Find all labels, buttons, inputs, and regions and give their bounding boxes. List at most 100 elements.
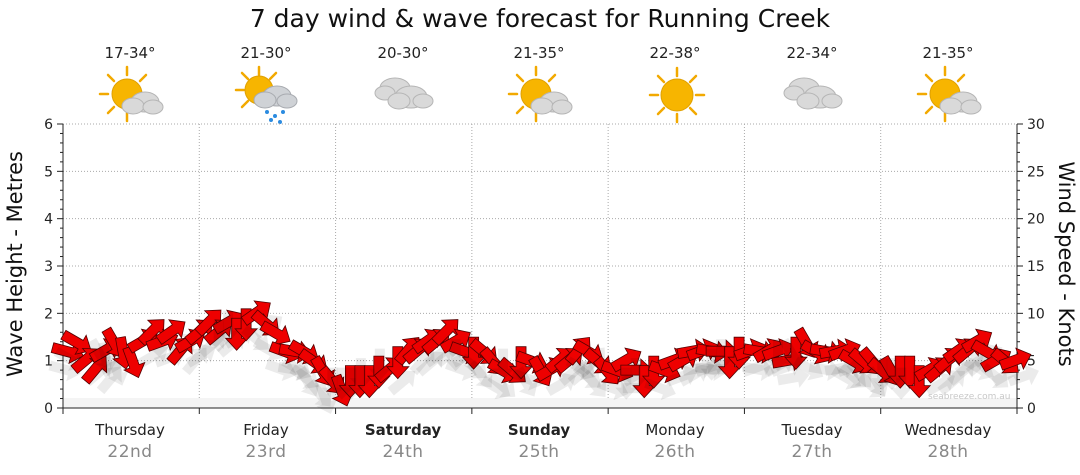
watermark: seabreeze.com.au — [928, 392, 1011, 402]
wind-arrow-shape — [224, 317, 249, 351]
wind-arrow-shape — [122, 345, 146, 379]
wind-arrow-shadow — [581, 369, 607, 398]
wind-arrow-shadow — [185, 343, 216, 368]
wind-arrow-shadow — [700, 348, 723, 381]
wind-arrow-shadow — [830, 365, 862, 390]
wind-arrow-shadow — [277, 359, 311, 382]
wind-arrow — [766, 336, 808, 372]
wind-arrow-shadow — [567, 360, 596, 386]
y-tick-label-left: 4 — [44, 212, 53, 228]
y-tick-label-right: 0 — [1027, 401, 1036, 417]
wind-arrow-shadow — [296, 366, 320, 397]
baseline-band — [63, 398, 1017, 408]
wind-arrow-shape — [610, 347, 642, 373]
wind-arrow-shadow — [87, 337, 112, 369]
wind-arrow — [207, 317, 249, 353]
day-label-monday: Monday — [645, 421, 705, 439]
day-temp-thursday: 17-34° — [104, 44, 156, 62]
y-axis-label-left: Wave Height - Metres — [3, 151, 27, 377]
wind-arrow-shadow — [197, 332, 226, 358]
day-date-wednesday: 28th — [927, 442, 969, 462]
partly-cloudy-icon — [507, 65, 573, 123]
wind-arrow-shadow — [644, 378, 676, 401]
day-date-sunday: 25th — [518, 442, 560, 462]
wind-arrow-shadow — [624, 358, 647, 391]
wind-arrow — [700, 346, 742, 381]
wind-arrow-shadow — [459, 353, 487, 379]
day-label-friday: Friday — [243, 421, 289, 439]
wind-arrow-shadow — [838, 362, 867, 389]
wind-arrow-shadow — [980, 362, 1009, 389]
wind-arrow-shadow — [182, 347, 208, 376]
wind-arrow-shadow — [545, 372, 576, 397]
wind-arrow-shadow — [241, 325, 269, 351]
wind-arrow-shape — [717, 346, 742, 380]
y-tick-label-right: 15 — [1027, 259, 1045, 275]
wind-arrow-shape — [259, 320, 291, 346]
wind-arrow-shadow — [766, 339, 789, 372]
wind-arrow — [368, 346, 410, 381]
day-label-wednesday: Wednesday — [904, 421, 992, 439]
wind-arrow-shape — [998, 347, 1032, 371]
y-tick-label-left: 2 — [44, 306, 53, 322]
wind-arrow-shadow — [1007, 364, 1039, 387]
wind-arrow-shadow — [937, 370, 966, 396]
partly-cloudy-icon — [98, 65, 164, 123]
wind-arrow-shadow — [340, 367, 363, 400]
day-label-tuesday: Tuesday — [781, 421, 843, 439]
wind-arrow-shadow — [252, 337, 283, 362]
wind-arrow-shadow — [946, 360, 975, 386]
wind-arrow-shadow — [572, 362, 601, 389]
wind-arrow-shadow — [808, 359, 841, 382]
day-date-tuesday: 27th — [791, 442, 833, 462]
showers-icon — [234, 65, 298, 124]
wind-arrow-shadow — [665, 364, 698, 387]
day-date-monday: 26th — [654, 442, 696, 462]
wind-arrow-shadow — [890, 367, 913, 400]
y-tick-label-left: 1 — [44, 354, 53, 370]
y-tick-label-right: 30 — [1027, 117, 1045, 133]
day-temp-wednesday: 21-35° — [922, 44, 974, 62]
y-tick-label-left: 0 — [44, 401, 53, 417]
wind-arrow — [340, 365, 382, 400]
wind-arrow-shadow — [779, 337, 804, 369]
wind-arrow — [615, 365, 657, 400]
wind-arrow-shape — [784, 336, 808, 370]
wind-arrow-shadow — [264, 359, 297, 382]
y-tick-label-left: 3 — [44, 259, 53, 275]
wind-arrow-shadow — [306, 378, 332, 407]
wind-arrow-shadow — [96, 366, 122, 395]
wind-arrow-shadow — [514, 366, 538, 397]
wind-arrow-shadow — [694, 359, 728, 382]
wind-arrow-shadow — [558, 360, 586, 386]
day-label-thursday: Thursday — [95, 421, 165, 439]
wind-arrow-shadow — [217, 310, 240, 343]
wind-arrow — [998, 347, 1039, 387]
wind-arrow-shadow — [106, 353, 129, 386]
wind-arrow-shape — [761, 338, 795, 362]
day-date-saturday: 24th — [382, 442, 424, 462]
y-tick-label-right: 10 — [1027, 306, 1045, 322]
wind-arrows — [48, 300, 1039, 415]
wind-arrow-shadow — [776, 366, 810, 388]
day-label-sunday: Sunday — [507, 421, 571, 439]
y-tick-label-left: 6 — [44, 117, 53, 133]
wind-arrow-shadow — [954, 352, 984, 377]
day-temp-saturday: 20-30° — [377, 44, 429, 62]
y-tick-label-right: 20 — [1027, 212, 1045, 228]
wind-arrow-shape — [194, 309, 222, 337]
wind-arrow-shadow — [387, 370, 416, 396]
wind-arrow-shape — [632, 365, 657, 399]
wind-arrow-shadow — [137, 343, 169, 368]
wind-arrow-shadow — [871, 358, 894, 391]
day-label-saturday: Saturday — [364, 421, 442, 439]
wind-arrow-shadow — [864, 366, 889, 397]
wind-arrow-shadow — [415, 351, 444, 377]
wind-arrow-shadow — [793, 356, 824, 381]
wind-arrow — [315, 373, 355, 415]
wind-arrow-shadow — [565, 356, 596, 381]
wind-arrow-shadow — [315, 382, 338, 415]
wind-arrow-shadow — [480, 375, 511, 400]
wind-arrow — [444, 336, 486, 372]
